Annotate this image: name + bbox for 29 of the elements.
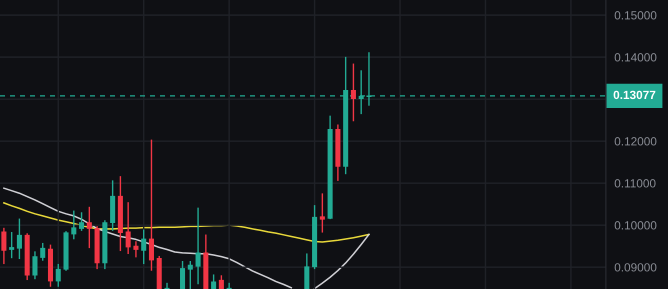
candlestick	[218, 275, 224, 289]
y-tick-label: 0.15000	[614, 11, 656, 20]
candlestick	[180, 261, 186, 289]
candlestick	[32, 251, 38, 280]
candlestick	[126, 202, 131, 254]
candlestick	[133, 241, 138, 258]
candlestick	[79, 212, 84, 231]
candlestick	[320, 193, 325, 233]
candlestick	[188, 261, 193, 289]
candlestick	[141, 229, 146, 264]
candlestick	[350, 64, 356, 122]
candlestick	[71, 210, 76, 240]
y-tick-label: 0.09000	[614, 263, 656, 272]
candlestick	[304, 253, 310, 289]
y-tick-label: 0.14000	[614, 53, 656, 62]
candlestick	[1, 228, 6, 264]
candlestick	[16, 218, 22, 260]
y-tick-label: 0.12000	[614, 137, 656, 146]
ref-line-label: 0.13077	[614, 90, 656, 100]
candlestick	[86, 206, 92, 248]
candlestick	[9, 232, 14, 258]
y-tick-label: 0.11000	[614, 179, 656, 188]
y-tick-label: 0.10000	[614, 221, 656, 230]
candlestick	[196, 208, 201, 284]
candlestick	[40, 242, 46, 261]
candlestick	[211, 274, 216, 289]
candlestick	[148, 140, 154, 271]
candlestick	[226, 282, 232, 289]
candlestick	[56, 264, 61, 287]
